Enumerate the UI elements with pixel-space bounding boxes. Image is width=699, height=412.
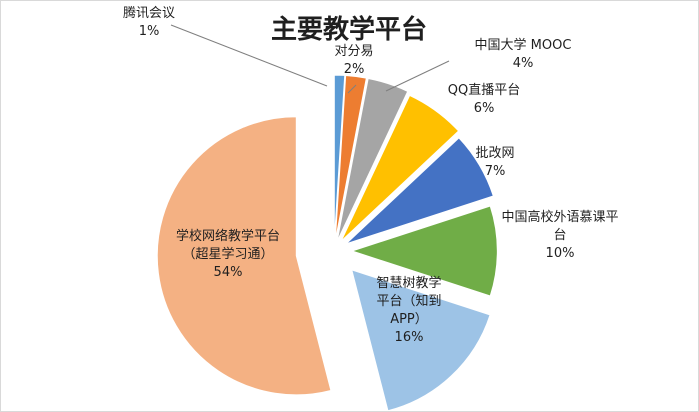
pie-slice bbox=[340, 94, 460, 242]
slice-name: 台 bbox=[553, 228, 566, 243]
leader-line bbox=[170, 24, 328, 87]
leader-lines bbox=[170, 24, 450, 94]
slice-name: 中国大学 MOOC bbox=[475, 37, 572, 53]
slice-percent: 7% bbox=[485, 164, 506, 179]
pie-slice bbox=[156, 116, 332, 396]
slice-name: 批改网 bbox=[475, 146, 514, 161]
pie-slice bbox=[345, 137, 494, 245]
slice-name: 对分易 bbox=[334, 44, 373, 59]
slice-label: 中国大学 MOOC 4% bbox=[475, 37, 572, 71]
slice-name: QQ直播平台 bbox=[448, 83, 520, 98]
pie-slice bbox=[336, 77, 409, 242]
slice-percent: 4% bbox=[513, 56, 534, 71]
slice-name: 平台（知到 bbox=[376, 293, 441, 309]
slice-name: APP） bbox=[390, 312, 428, 327]
chart-title: 主要教学平台 bbox=[271, 14, 427, 45]
slice-name: 智慧树教学 bbox=[376, 275, 441, 291]
pie-slice bbox=[350, 205, 498, 297]
slice-percent: 1% bbox=[139, 24, 160, 39]
slice-label: 腾讯会议 1% bbox=[123, 5, 175, 39]
pie-slice bbox=[333, 74, 346, 242]
slice-labels: 腾讯会议 1% 对分易 2% 中国大学 MOOC 4% QQ直播平台 6% 批改网 7% 中国高校外… bbox=[123, 5, 619, 345]
pie-slice bbox=[351, 269, 491, 411]
slice-label: 学校网络教学平台 （超星学习通） 54% bbox=[176, 228, 280, 280]
slice-percent: 6% bbox=[474, 101, 495, 116]
slice-label: 批改网 7% bbox=[475, 146, 514, 179]
slice-label: QQ直播平台 6% bbox=[448, 83, 520, 116]
slice-label: 中国高校外语慕课平台 10% bbox=[501, 209, 618, 261]
slice-percent: 16% bbox=[395, 330, 424, 345]
slice-name: 中国高校外语慕课平 bbox=[501, 209, 618, 225]
slice-percent: 54% bbox=[214, 265, 243, 280]
leader-line bbox=[385, 60, 450, 92]
slice-name: 腾讯会议 bbox=[123, 5, 175, 21]
slice-label: 智慧树教学平台（知到 APP） 16% bbox=[376, 275, 441, 345]
slice-percent: 10% bbox=[546, 246, 575, 261]
slice-name: （超星学习通） bbox=[182, 246, 273, 262]
pie-slice bbox=[334, 74, 367, 242]
slice-name: 学校网络教学平台 bbox=[176, 228, 280, 244]
pie-slices bbox=[156, 74, 498, 411]
leader-line bbox=[347, 84, 357, 94]
slice-percent: 2% bbox=[344, 62, 365, 77]
slice-label: 对分易 2% bbox=[334, 44, 373, 77]
